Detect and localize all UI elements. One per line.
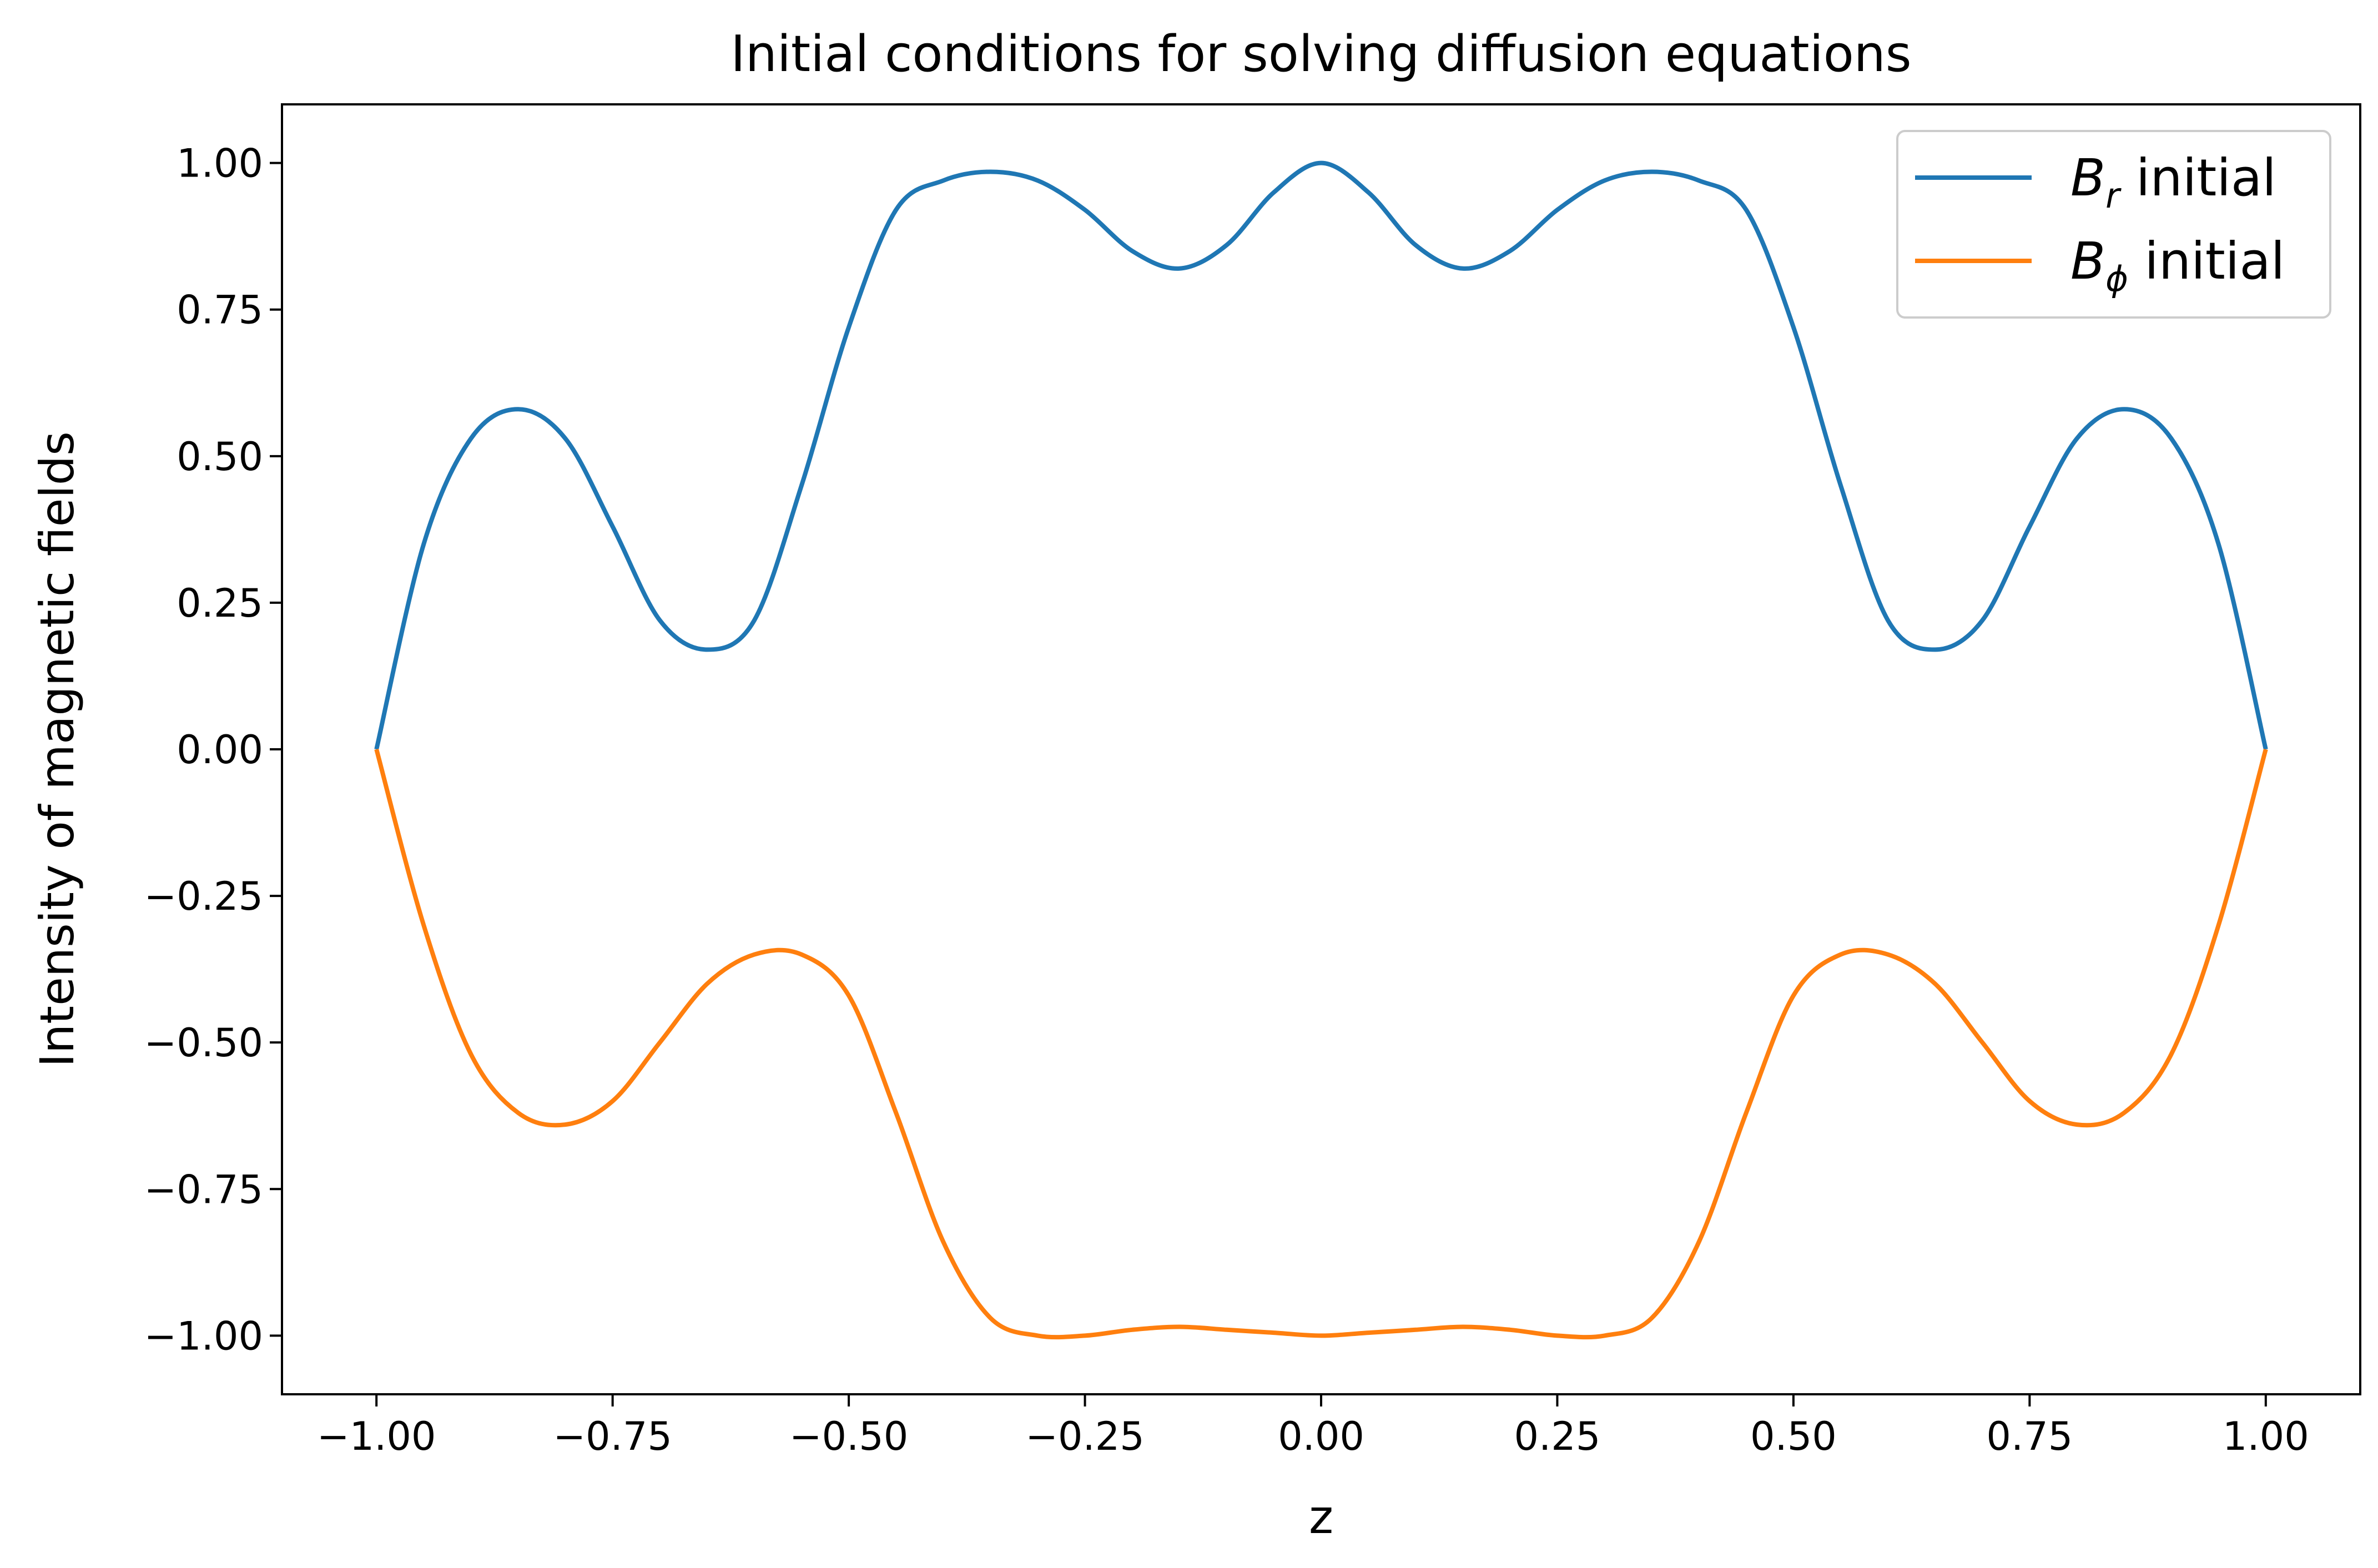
- series-line-b-r: [374, 160, 2268, 750]
- series-line-b-phi: [374, 748, 2268, 1340]
- y-tick-label: −1.00: [144, 1313, 263, 1359]
- x-axis: −1.00 −0.75 −0.50 −0.25 0.00 0.25 0.50 0.75 1.00: [317, 1394, 2309, 1459]
- y-tick-label: −0.25: [144, 874, 263, 919]
- x-tick-label: 0.75: [1986, 1414, 2073, 1459]
- y-axis-label: Intensity of magnetic fields: [30, 431, 84, 1067]
- legend-label-b-phi: Bϕ initial: [2070, 231, 2285, 299]
- x-tick-label: 0.25: [1514, 1414, 1601, 1459]
- x-tick-label: −1.00: [317, 1414, 436, 1459]
- x-tick-label: 0.50: [1750, 1414, 1837, 1459]
- y-tick-label: 0.50: [177, 434, 263, 480]
- x-tick-label: −0.75: [553, 1414, 672, 1459]
- y-tick-label: −0.75: [144, 1167, 263, 1212]
- legend: Br initial Bϕ initial: [1896, 130, 2331, 319]
- y-tick-label: 1.00: [177, 141, 263, 186]
- x-tick-label: −0.25: [1025, 1414, 1145, 1459]
- y-tick-label: −0.50: [144, 1020, 263, 1066]
- y-tick-label: 0.00: [177, 727, 263, 773]
- x-tick-label: −0.50: [789, 1414, 909, 1459]
- x-tick-label: 0.00: [1278, 1414, 1364, 1459]
- y-axis: 1.00 0.75 0.50 0.25 0.00 −0.25 −0.50 −0.75 −1.00: [144, 141, 282, 1359]
- x-tick-label: 1.00: [2223, 1414, 2309, 1459]
- y-tick-label: 0.25: [177, 581, 263, 626]
- legend-label-b-r: Br initial: [2070, 148, 2276, 216]
- x-axis-label: z: [1309, 1490, 1333, 1544]
- series-layer: [374, 160, 2268, 1340]
- chart-title: Initial conditions for solving diffusion…: [730, 25, 1911, 83]
- y-tick-label: 0.75: [177, 288, 263, 333]
